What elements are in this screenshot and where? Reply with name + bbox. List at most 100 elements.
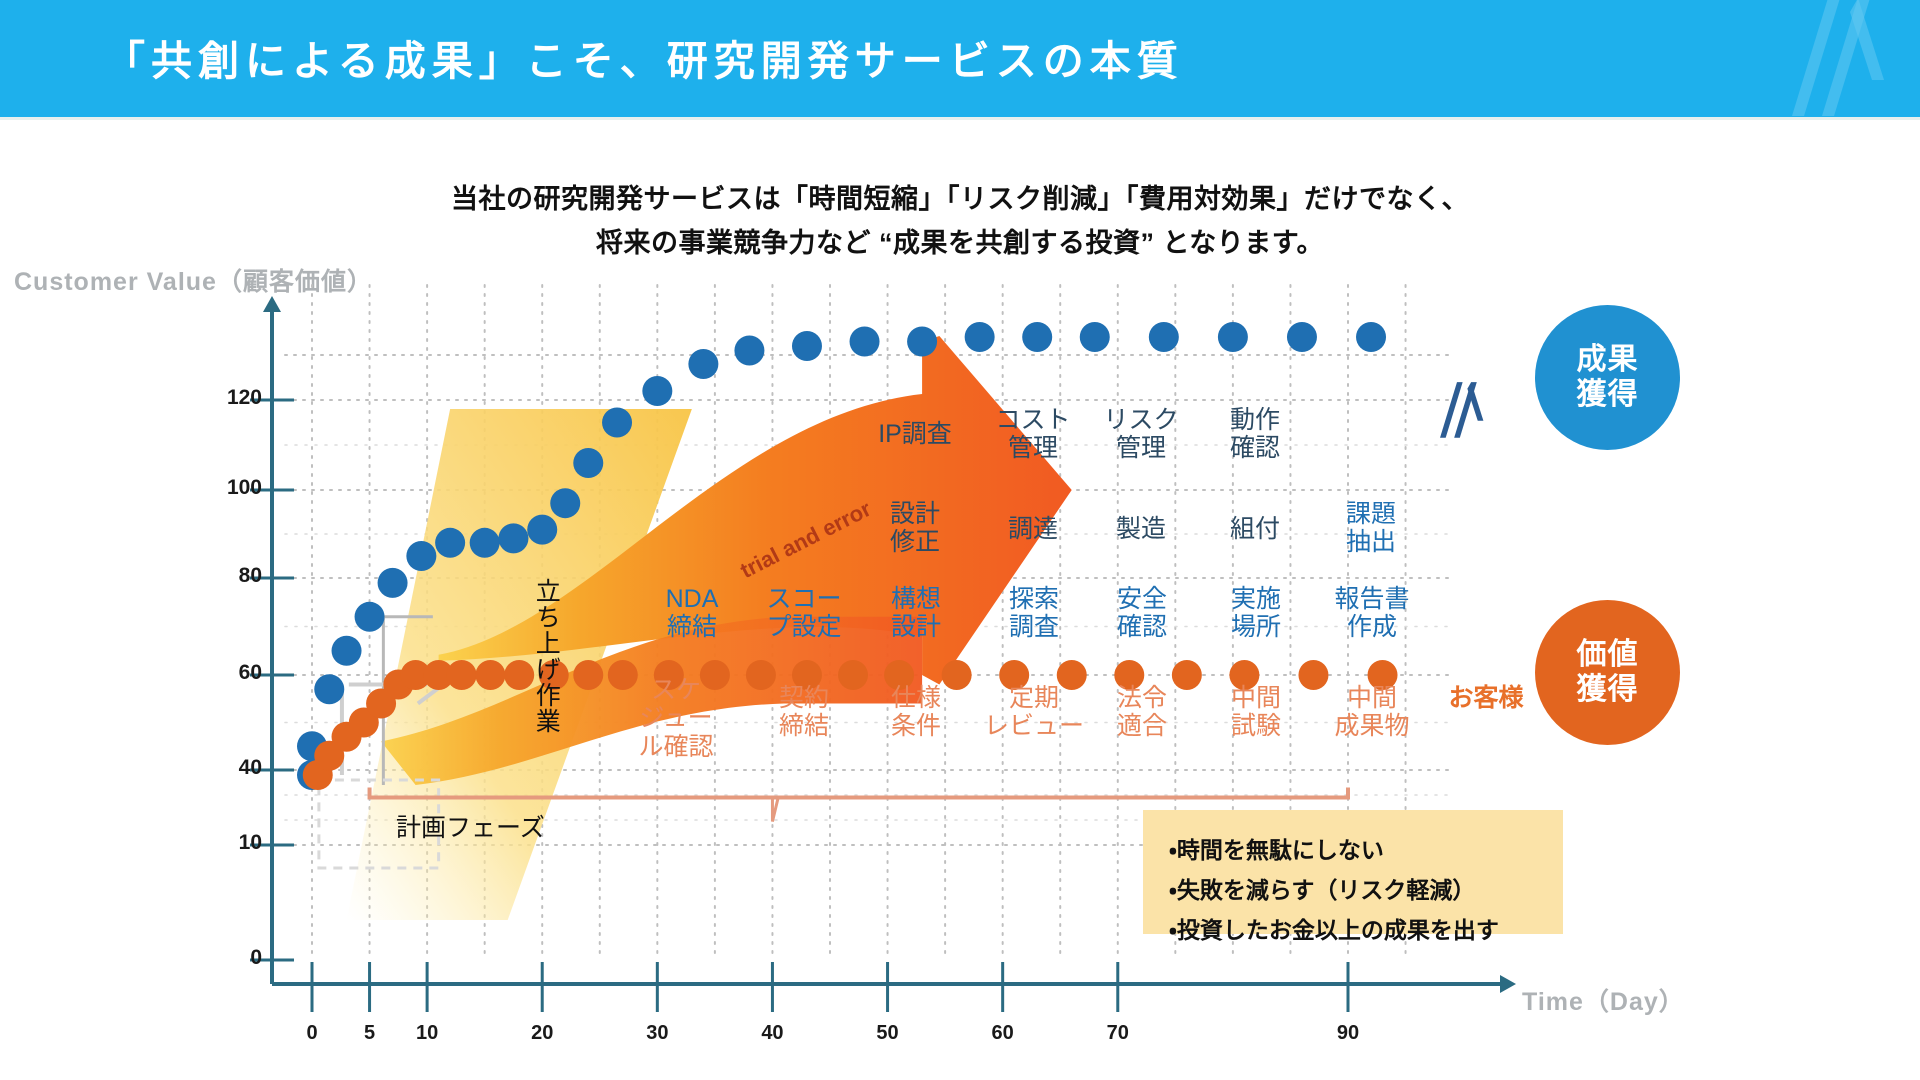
data-point — [1298, 660, 1329, 690]
benefit-item-2: ・失敗を減らす（リスク軽減） — [1169, 877, 1476, 904]
data-point — [907, 326, 938, 357]
arrow-label-third-2: 構想 設計 — [890, 585, 941, 642]
x-tick-label: 50 — [876, 1022, 899, 1044]
arrow-label-top-1: コスト 管理 — [995, 406, 1071, 463]
arrow-label-third-1: スコー プ設定 — [766, 585, 842, 642]
data-point — [573, 660, 604, 690]
y-tick-label: 120 — [226, 386, 262, 409]
subtitle-line-1: 当社の研究開発サービスは「時間短縮」「リスク削減」「費用対効果」だけでなく、 — [451, 184, 1469, 214]
data-point — [699, 660, 730, 690]
data-point — [475, 660, 506, 690]
data-point — [734, 335, 765, 366]
arrow-label-second-4: 課題 抽出 — [1345, 500, 1396, 557]
data-point — [1022, 322, 1053, 352]
data-point — [1217, 322, 1248, 352]
arrow-label-bottom-0: スケ ジュー ル確認 — [638, 676, 714, 761]
data-point — [849, 326, 880, 357]
arrow-label-bottom-5: 中間 試験 — [1230, 684, 1281, 741]
subtitle: 当社の研究開発サービスは「時間短縮」「リスク削減」「費用対効果」だけでなく、 将… — [0, 178, 1920, 265]
benefit-item-1: ・時間を無駄にしない — [1169, 837, 1384, 863]
y-tick-label: 60 — [238, 661, 262, 684]
arrow-label-third-6: 報告書 作成 — [1334, 585, 1410, 642]
x-tick-label: 10 — [415, 1022, 439, 1044]
data-point — [366, 688, 397, 719]
data-point — [400, 660, 431, 690]
planning-phase-annotation: 計画フェーズ — [396, 814, 545, 842]
arrow-label-second-3: 組付 — [1229, 515, 1280, 543]
data-point — [573, 448, 604, 478]
data-point — [1171, 660, 1202, 690]
data-point — [469, 527, 500, 558]
data-point — [498, 523, 529, 554]
y-axis-label: Customer Value（顧客価値） — [14, 268, 373, 296]
data-point — [653, 660, 684, 690]
data-point — [999, 660, 1030, 690]
x-axis-label: Time（Day） — [1522, 988, 1685, 1016]
arrow-label-second-1: 調達 — [1007, 515, 1058, 543]
y-tick-label: 100 — [226, 476, 262, 499]
y-tick-label: 40 — [238, 756, 262, 779]
x-tick-label: 90 — [1336, 1022, 1360, 1044]
data-point — [446, 660, 477, 690]
y-tick-label: 10 — [238, 831, 262, 854]
data-point — [1148, 322, 1179, 352]
data-point — [1367, 660, 1398, 690]
av-logo-icon — [1792, 0, 1884, 116]
x-tick-label: 5 — [363, 1022, 376, 1044]
data-point — [791, 660, 822, 690]
arrow-label-third-5: 実施 場所 — [1230, 585, 1281, 642]
x-tick-label: 20 — [531, 1022, 554, 1044]
data-point — [550, 488, 581, 519]
arrow-label-bottom-6: 中間 成果物 — [1334, 684, 1410, 741]
arrow-label-second-2: 製造 — [1115, 515, 1166, 543]
data-point — [314, 674, 345, 705]
data-point — [435, 527, 466, 558]
subtitle-line-2: 将来の事業競争力など “成果を共創する投資” となります。 — [596, 227, 1324, 258]
data-point — [1114, 660, 1145, 690]
y-tick-label: 0 — [250, 946, 262, 969]
value-badge[interactable]: 価値 獲得 — [1535, 600, 1680, 745]
kickoff-annotation: 立ち上げ作業 — [532, 578, 561, 734]
arrow-label-bottom-4: 法令 適合 — [1116, 684, 1167, 741]
outcome-badge[interactable]: 成果 獲得 — [1535, 305, 1680, 450]
data-point — [838, 660, 869, 690]
data-point — [538, 660, 569, 690]
header-divider — [0, 117, 1920, 120]
arrow-label-top-2: リスク 管理 — [1103, 406, 1179, 463]
data-point — [964, 322, 995, 352]
x-tick-label: 60 — [991, 1022, 1014, 1044]
data-point — [1229, 660, 1260, 690]
data-point — [354, 601, 385, 632]
arrow-label-top-0: IP調査 — [878, 420, 952, 448]
benefits-notebox: ・時間を無駄にしない ・失敗を減らす（リスク軽減） ・投資したお金以上の成果を出… — [1143, 810, 1563, 943]
data-point — [791, 331, 822, 361]
data-point — [1286, 322, 1317, 352]
data-point — [331, 635, 362, 666]
data-point — [688, 349, 719, 379]
data-point — [745, 660, 776, 690]
page-title: 「共創による成果」こそ、研究開発サービスの本質 — [104, 38, 1184, 84]
x-tick-label: 40 — [761, 1022, 784, 1044]
data-point — [642, 376, 673, 406]
x-tick-label: 70 — [1106, 1022, 1129, 1044]
data-point — [406, 541, 437, 571]
y-tick-label: 80 — [238, 564, 262, 587]
arrow-label-bottom-2: 仕様 条件 — [890, 684, 941, 741]
data-point — [607, 660, 638, 690]
data-point — [941, 660, 972, 690]
arrow-label-bottom-1: 契約 締結 — [778, 684, 829, 741]
arrow-label-third-4: 安全 確認 — [1116, 585, 1167, 642]
data-point — [1079, 322, 1110, 352]
arrow-label-top-3: 動作 確認 — [1229, 406, 1280, 463]
benefit-item-3: ・投資したお金以上の成果を出す — [1169, 917, 1499, 944]
data-point — [884, 660, 915, 690]
data-point — [602, 407, 633, 438]
data-point — [527, 514, 558, 545]
arrow-label-bottom-3: 定期 レビュー — [983, 684, 1084, 741]
x-tick-label: 30 — [646, 1022, 669, 1044]
data-point — [1356, 322, 1387, 352]
arrow-label-second-0: 設計 修正 — [889, 500, 940, 557]
arrow-label-third-0: NDA 締結 — [665, 585, 719, 642]
